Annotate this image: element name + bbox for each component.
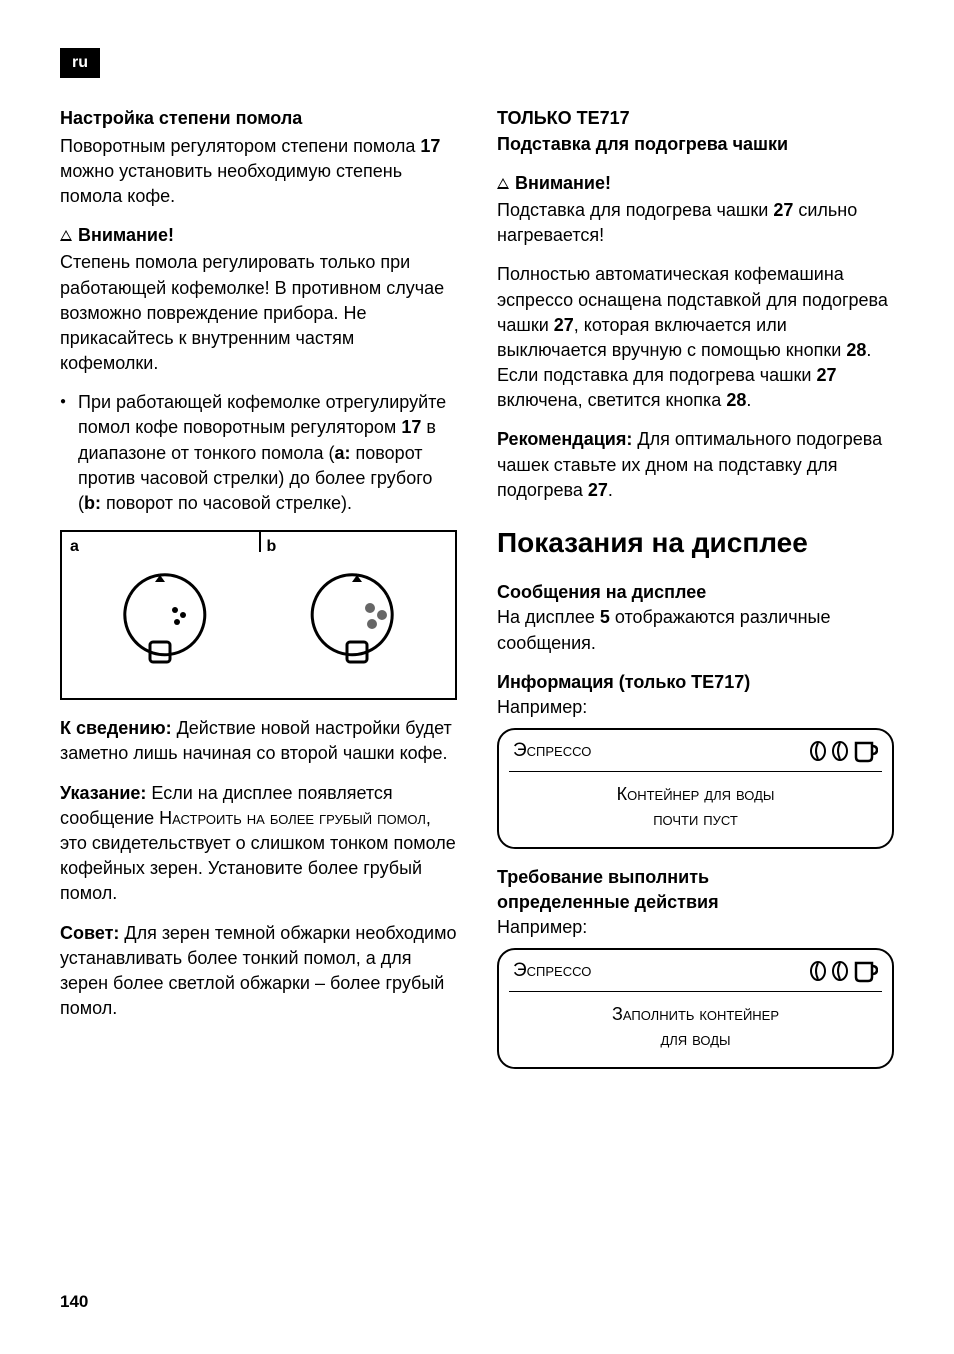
display-example-2: Эспрессо Заполнить контейнер для воды	[497, 948, 894, 1068]
ref-27: 27	[588, 480, 608, 500]
example-label: Например:	[497, 915, 894, 940]
right-column: ТОЛЬКО TE717 Подставка для подогрева чаш…	[497, 106, 894, 1084]
text: При работающей кофемолке отрегулируйте п…	[78, 392, 446, 437]
ref-17: 17	[420, 136, 440, 156]
messages-desc: На дисплее 5 отображаются различные сооб…	[497, 605, 894, 655]
model-heading: ТОЛЬКО TE717	[497, 106, 894, 131]
diagram-b: b	[259, 532, 456, 698]
content-columns: Настройка степени помола Поворотным регу…	[60, 106, 894, 1084]
warning-text: Степень помола регулировать только при р…	[60, 250, 457, 376]
grind-intro: Поворотным регулятором степени помола 17…	[60, 134, 457, 210]
ref-5: 5	[600, 607, 610, 627]
display-line-1: Заполнить контейнер	[513, 1002, 878, 1027]
info-heading: Информация (только TE717)	[497, 670, 894, 695]
label-b: b:	[84, 493, 101, 513]
bean-icon	[808, 740, 828, 762]
ref-28: 28	[846, 340, 866, 360]
display-example-1: Эспрессо Контейнер для воды почти пуст	[497, 728, 894, 848]
warning-icon	[60, 230, 72, 241]
display-icons	[808, 959, 878, 983]
cup-warmer-heading: Подставка для подогрева чашки	[497, 132, 894, 157]
text: можно установить необходимую степень пом…	[60, 161, 402, 206]
text: Поворотным регулятором степени помола	[60, 136, 420, 156]
bullet-list: При работающей кофемолке отрегулируйте п…	[60, 390, 457, 516]
warning-row: Внимание!	[497, 171, 894, 196]
text: .	[746, 390, 751, 410]
ref-27: 27	[554, 315, 574, 335]
display-icons	[808, 739, 878, 763]
dial-coarse-icon	[302, 560, 412, 670]
label-a: a:	[335, 443, 351, 463]
text: поворот по часовой стрелке).	[101, 493, 352, 513]
grind-heading: Настройка степени помола	[60, 106, 457, 131]
ref-27: 27	[773, 200, 793, 220]
example-label: Например:	[497, 695, 894, 720]
text: Подставка для подогрева чашки	[497, 200, 773, 220]
display-heading: Показания на дисплее	[497, 523, 894, 562]
display-message: Заполнить контейнер для воды	[499, 992, 892, 1066]
note-label: Указание:	[60, 783, 146, 803]
diagram-label-b: b	[267, 536, 277, 558]
diagram-a: a	[62, 532, 259, 698]
dial-fine-icon	[105, 560, 215, 670]
grind-diagram: a b	[60, 530, 457, 700]
display-drink-name: Эспрессо	[513, 738, 591, 765]
left-column: Настройка степени помола Поворотным регу…	[60, 106, 457, 1084]
note-tip: Совет: Для зерен темной обжарки необходи…	[60, 921, 457, 1022]
display-drink-name: Эспрессо	[513, 958, 591, 985]
display-line-2: для воды	[513, 1027, 878, 1052]
cup-icon	[852, 959, 878, 983]
messages-heading: Сообщения на дисплее	[497, 580, 894, 605]
recommendation: Рекомендация: Для оптимального подогрева…	[497, 427, 894, 503]
action-heading-2: определенные действия	[497, 890, 894, 915]
ref-27: 27	[816, 365, 836, 385]
display-message: Контейнер для воды почти пуст	[499, 772, 892, 846]
cup-icon	[852, 739, 878, 763]
warning-row: Внимание!	[60, 223, 457, 248]
diagram-label-a: a	[70, 536, 79, 558]
display-header: Эспрессо	[499, 950, 892, 991]
display-header: Эспрессо	[499, 730, 892, 771]
warning-icon	[497, 178, 509, 189]
ref-28: 28	[726, 390, 746, 410]
note-info: К сведению: Действие новой настройки буд…	[60, 716, 457, 766]
text: включена, светится кнопка	[497, 390, 726, 410]
bean-icon	[808, 960, 828, 982]
ref-17: 17	[401, 417, 421, 437]
warning-label: Внимание!	[78, 225, 174, 245]
note-label: Совет:	[60, 923, 119, 943]
rec-label: Рекомендация:	[497, 429, 632, 449]
bullet-item: При работающей кофемолке отрегулируйте п…	[60, 390, 457, 516]
display-line-2: почти пуст	[513, 807, 878, 832]
text: .	[608, 480, 613, 500]
text: Для зерен темной обжарки необходимо уста…	[60, 923, 456, 1019]
note-label: К сведению:	[60, 718, 172, 738]
note-instruction: Указание: Если на дисплее появляется соо…	[60, 781, 457, 907]
display-message-text: Настроить на более грубый помол	[159, 808, 426, 828]
text: На дисплее	[497, 607, 600, 627]
cup-warmer-desc: Полностью автоматическая кофемашина эспр…	[497, 262, 894, 413]
language-badge: ru	[60, 48, 100, 78]
display-line-1: Контейнер для воды	[513, 782, 878, 807]
warning-label: Внимание!	[515, 173, 611, 193]
warning-text: Подставка для подогрева чашки 27 сильно …	[497, 198, 894, 248]
bean-icon	[830, 960, 850, 982]
bean-icon	[830, 740, 850, 762]
page-number: 140	[60, 1290, 88, 1314]
action-heading-1: Требование выполнить	[497, 865, 894, 890]
